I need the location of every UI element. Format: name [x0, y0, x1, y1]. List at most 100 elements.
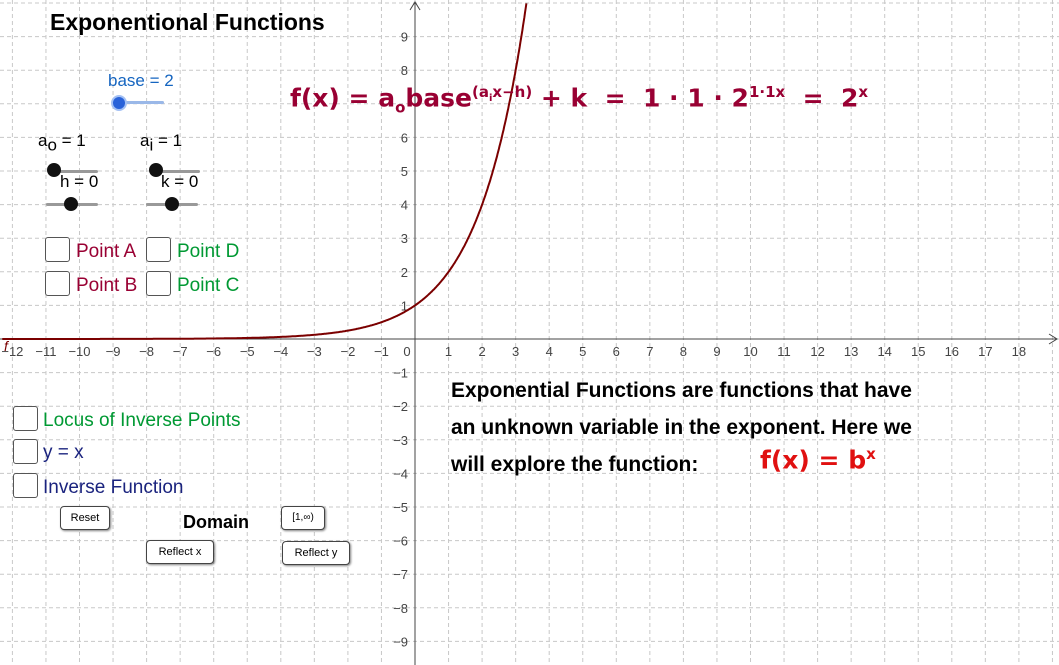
x-tick-label: −11 [35, 344, 56, 359]
x-tick-label: 1 [445, 344, 452, 359]
point-a-label[interactable]: Point A [76, 241, 137, 262]
reflect-x-button[interactable]: Reflect x [146, 540, 214, 564]
description-formula-exp: x [866, 445, 876, 463]
h-slider-label: h = 0 [60, 172, 99, 191]
ai-name: a [140, 131, 150, 150]
base-slider-track[interactable] [112, 101, 164, 104]
ai-slider-track[interactable] [156, 170, 200, 173]
y-axis-arrow [409, 1, 421, 11]
formula-exp-pre: (a [472, 83, 489, 101]
point-b-label[interactable]: Point B [76, 275, 138, 296]
x-tick-label: −2 [340, 344, 355, 359]
x-tick-label: 16 [945, 344, 959, 359]
formula-exp-sub: i [488, 93, 493, 104]
h-slider-handle[interactable] [64, 197, 78, 211]
description-line-2: an unknown variable in the exponent. Her… [451, 416, 912, 439]
ao-eq: = 1 [56, 131, 86, 150]
inverse-checkbox[interactable] [13, 473, 38, 498]
inverse-label[interactable]: Inverse Function [43, 477, 184, 498]
domain-label: Domain [183, 512, 250, 532]
y-tick-label: −8 [393, 601, 408, 616]
formula-exponent: (aix−h) [472, 83, 533, 104]
k-slider-handle[interactable] [165, 197, 179, 211]
x-tick-label: −4 [273, 344, 288, 359]
formula-rhs-exponent: x [858, 83, 869, 101]
y-tick-label: −2 [393, 399, 408, 414]
x-tick-label: 3 [512, 344, 519, 359]
x-tick-label: 4 [546, 344, 553, 359]
formula-exp-post: x−h) [492, 83, 533, 101]
y-tick-label: −7 [393, 567, 408, 582]
x-tick-label: −3 [307, 344, 322, 359]
ai-slider-label: ai = 1 [140, 131, 182, 155]
ai-slider-handle[interactable] [149, 163, 163, 177]
ai-eq: = 1 [153, 131, 183, 150]
y-tick-label: 9 [401, 30, 408, 45]
y-tick-label: −5 [393, 500, 408, 515]
k-slider-label: k = 0 [161, 172, 199, 191]
reset-button[interactable]: Reset [60, 506, 110, 530]
x-tick-label: 10 [743, 344, 757, 359]
y-tick-label: 6 [401, 130, 408, 145]
x-tick-label: −7 [173, 344, 188, 359]
x-tick-label: 18 [1012, 344, 1026, 359]
locus-checkbox[interactable] [13, 406, 38, 431]
domain-value-button[interactable]: [1,∞) [281, 506, 325, 530]
point-c-checkbox[interactable] [146, 271, 171, 296]
x-tick-label: −5 [240, 344, 255, 359]
x-tick-label: 13 [844, 344, 858, 359]
description-formula: f(x) = bx [760, 445, 876, 474]
formula-plus-k: + k = 1 · 1 · 2 [532, 83, 749, 113]
point-d-checkbox[interactable] [146, 237, 171, 262]
x-tick-label: −6 [206, 344, 221, 359]
description-line-1: Exponential Functions are functions that… [451, 379, 912, 402]
point-b-checkbox[interactable] [45, 271, 70, 296]
x-tick-label: 12 [810, 344, 824, 359]
x-tick-label: 8 [680, 344, 687, 359]
x-tick-label: 14 [877, 344, 891, 359]
reflect-y-button[interactable]: Reflect y [282, 541, 350, 565]
x-tick-label: −1 [374, 344, 389, 359]
function-curve-f[interactable] [2, 3, 528, 340]
x-tick-label: 17 [978, 344, 992, 359]
y-tick-label: 1 [401, 298, 408, 313]
description-line-3: will explore the function: [451, 453, 699, 476]
base-slider-label: base = 2 [108, 71, 174, 90]
curve-label-f: f [4, 338, 10, 354]
ai-sub: i [149, 135, 154, 155]
y-eq-x-checkbox[interactable] [13, 439, 38, 464]
x-tick-label: −8 [139, 344, 154, 359]
formula-base-word: base [405, 83, 472, 113]
x-tick-label: 9 [713, 344, 720, 359]
ao-slider-label: ao = 1 [38, 131, 86, 155]
tick-labels: −12 −11 −10 −9 −8 −7 −6 −5 −4 −3 −2 −1 0 1 2 3 4 5 6 7 8 9 10 1… [1, 30, 1026, 650]
point-c-label[interactable]: Point C [177, 275, 240, 296]
ao-slider-track[interactable] [54, 170, 98, 173]
x-tick-label: 5 [579, 344, 586, 359]
formula-lhs-sub: o [395, 98, 406, 117]
point-a-checkbox[interactable] [45, 237, 70, 262]
base-slider-handle[interactable] [111, 95, 127, 111]
ao-name: a [38, 131, 48, 150]
x-tick-label: 2 [478, 344, 485, 359]
y-tick-label: 4 [401, 198, 408, 213]
x-tick-label: −12 [1, 344, 23, 359]
ao-sub: o [47, 135, 57, 155]
locus-label[interactable]: Locus of Inverse Points [43, 410, 241, 431]
formula-eq-rhs: = 2 [785, 83, 859, 113]
x-tick-label: −9 [106, 344, 121, 359]
ao-slider-handle[interactable] [47, 163, 61, 177]
y-tick-label: −4 [393, 466, 408, 481]
y-eq-x-label[interactable]: y = x [43, 442, 84, 463]
y-tick-label: −1 [393, 366, 408, 381]
function-formula: f(x) = aobase(aix−h) + k = 1 · 1 · 21·1x… [290, 83, 868, 116]
y-tick-label: 5 [401, 164, 408, 179]
point-d-label[interactable]: Point D [177, 241, 240, 262]
description-formula-base: f(x) = b [760, 445, 867, 475]
y-tick-label: 8 [401, 63, 408, 78]
page-title: Exponentional Functions [50, 9, 325, 35]
formula-mid-exponent: 1·1x [748, 83, 786, 101]
y-tick-label: 2 [401, 265, 408, 280]
